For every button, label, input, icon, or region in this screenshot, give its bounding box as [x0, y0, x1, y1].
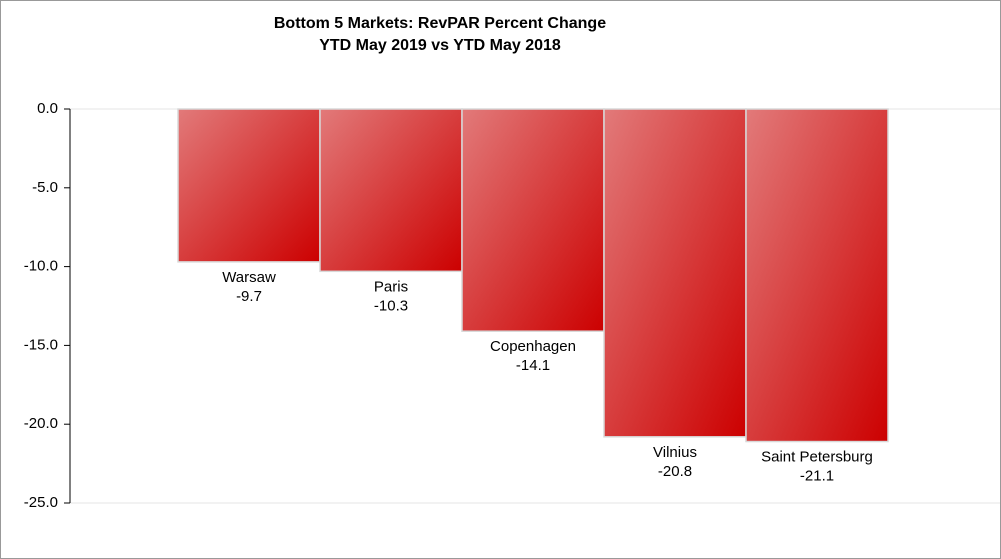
bar — [603, 108, 747, 438]
y-tick-label: -20.0 — [24, 415, 58, 432]
chart-subtitle: YTD May 2019 vs YTD May 2018 — [319, 37, 561, 54]
category-label: Paris — [374, 278, 408, 295]
bar — [745, 108, 889, 443]
value-label: -21.1 — [800, 468, 834, 485]
bar — [461, 108, 605, 332]
bar — [319, 108, 463, 273]
value-label: -20.8 — [658, 463, 692, 480]
bar — [177, 108, 321, 263]
y-tick-label: -5.0 — [32, 179, 58, 196]
y-tick-label: 0.0 — [37, 100, 58, 117]
category-label: Warsaw — [222, 269, 276, 286]
value-label: -9.7 — [236, 288, 262, 305]
value-label: -10.3 — [374, 297, 408, 314]
y-tick-label: -15.0 — [24, 336, 58, 353]
y-tick-label: -25.0 — [24, 494, 58, 511]
category-label: Vilnius — [653, 444, 697, 461]
category-label: Copenhagen — [490, 338, 576, 355]
y-tick-label: -10.0 — [24, 258, 58, 275]
value-label: -14.1 — [516, 357, 550, 374]
chart-title: Bottom 5 Markets: RevPAR Percent Change — [274, 15, 606, 32]
category-label: Saint Petersburg — [761, 449, 873, 466]
